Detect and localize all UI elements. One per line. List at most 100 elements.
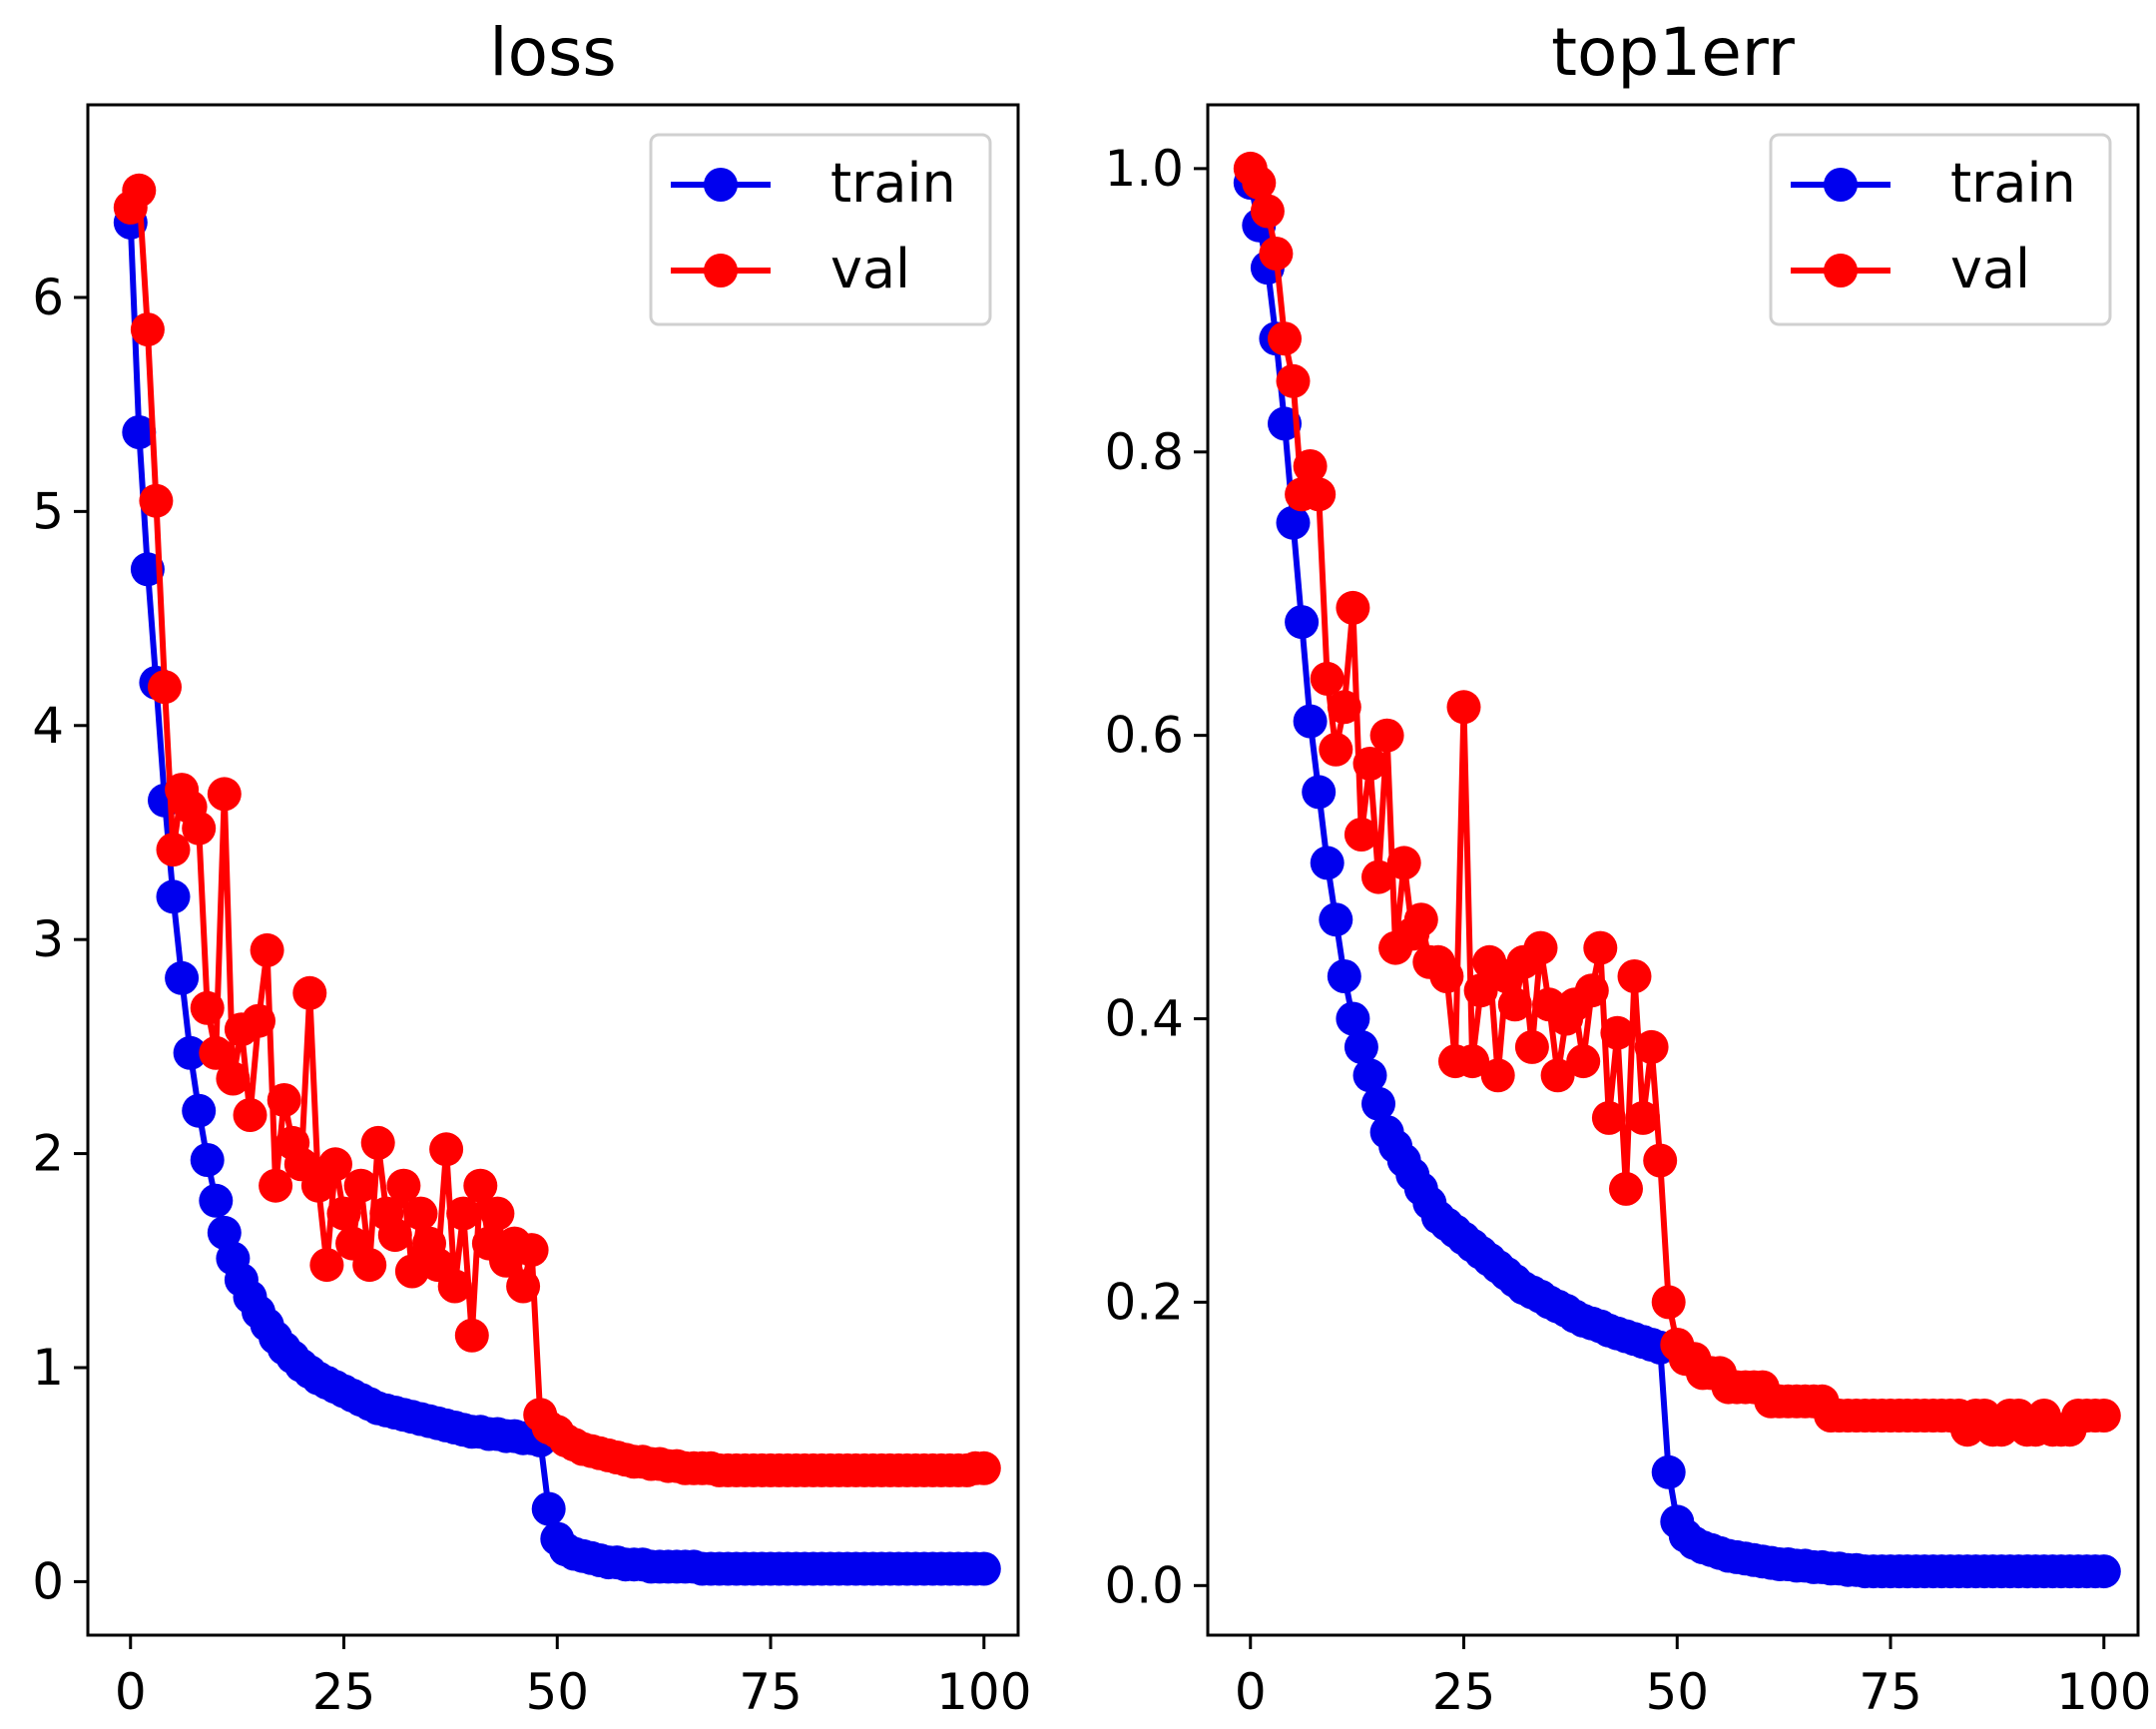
series-train: [1233, 166, 2121, 1589]
data-point-val: [309, 1248, 344, 1283]
plot-area: [113, 173, 1001, 1586]
legend-entry-val: val: [1791, 238, 2030, 300]
data-point-val: [199, 1035, 234, 1070]
x-tick-label: 100: [936, 1663, 1031, 1721]
data-point-val: [1319, 732, 1353, 767]
x-tick-label: 75: [739, 1663, 803, 1721]
legend-label: train: [830, 152, 956, 215]
legend-label: train: [1950, 152, 2076, 215]
data-point-train: [207, 1215, 242, 1250]
data-point-val: [292, 975, 327, 1010]
data-point-val: [1403, 902, 1438, 937]
data-point-val: [1523, 930, 1558, 965]
data-point-val: [2086, 1399, 2121, 1433]
data-point-val: [1651, 1285, 1686, 1320]
legend-marker: [704, 168, 738, 202]
data-point-val: [250, 932, 284, 967]
series-val: [113, 173, 1001, 1487]
legend-entry-train: train: [1791, 152, 2076, 215]
legend-marker: [704, 254, 738, 288]
y-tick-label: 0.4: [1104, 990, 1184, 1048]
data-point-val: [259, 1168, 293, 1203]
loss-panel: loss 0 25 50 75 100 0 1 2 3 4 5 6 train val: [32, 14, 1031, 1721]
data-point-val: [318, 1147, 352, 1182]
x-tick-label: 0: [1235, 1663, 1267, 1721]
data-point-train: [165, 960, 200, 995]
legend-label: val: [1950, 238, 2030, 300]
data-point-val: [1293, 449, 1328, 483]
y-tick-label: 0.8: [1104, 423, 1184, 481]
data-point-val: [446, 1196, 481, 1231]
data-point-val: [1634, 1029, 1669, 1064]
data-point-val: [403, 1196, 438, 1231]
legend-entry-train: train: [671, 152, 956, 215]
legend-marker: [1824, 254, 1858, 288]
y-tick-label: 1.0: [1104, 140, 1184, 198]
y-tick-label: 5: [32, 482, 64, 540]
data-point-val: [1497, 987, 1532, 1022]
data-point-train: [173, 1035, 208, 1070]
data-point-val: [1361, 860, 1395, 894]
series-train: [113, 205, 1001, 1586]
data-point-val: [130, 312, 165, 347]
data-point-train: [531, 1491, 566, 1526]
data-point-val: [1609, 1171, 1643, 1206]
data-point-val: [377, 1218, 412, 1253]
data-point-val: [1336, 590, 1370, 625]
y-tick-label: 1: [32, 1339, 64, 1397]
data-point-val: [1643, 1143, 1678, 1178]
data-point-val: [139, 483, 174, 518]
data-point-train: [182, 1093, 217, 1128]
data-point-train: [1276, 505, 1311, 540]
data-point-val: [506, 1269, 541, 1304]
data-point-val: [122, 173, 157, 208]
y-tick-label: 3: [32, 910, 64, 968]
chart-title: top1err: [1551, 14, 1796, 91]
y-tick-label: 0: [32, 1552, 64, 1610]
data-point-val: [1574, 973, 1609, 1008]
data-point-val: [1626, 1100, 1661, 1135]
data-point-val: [966, 1450, 1001, 1485]
data-point-train: [1327, 959, 1361, 993]
data-point-val: [1600, 1015, 1635, 1050]
data-point-val: [1566, 1044, 1601, 1079]
data-point-val: [386, 1168, 421, 1203]
y-tick-label: 6: [32, 269, 64, 326]
legend-label: val: [830, 238, 910, 300]
x-tick-label: 50: [525, 1663, 589, 1721]
data-point-val: [514, 1233, 549, 1268]
data-point-train: [122, 415, 157, 449]
data-point-val: [1429, 959, 1464, 993]
data-point-train: [190, 1143, 225, 1177]
series-line-val: [128, 187, 984, 1473]
data-point-train: [1361, 1086, 1395, 1121]
legend-entry-val: val: [671, 238, 910, 300]
x-tick-label: 0: [115, 1663, 147, 1721]
data-point-train: [1651, 1454, 1686, 1489]
data-point-val: [1455, 1044, 1490, 1079]
data-point-val: [267, 1083, 301, 1117]
y-tick-label: 0.6: [1104, 707, 1184, 765]
data-point-train: [156, 879, 191, 914]
legend: train val: [1769, 133, 2112, 326]
data-point-train: [2086, 1554, 2121, 1589]
data-point-val: [182, 811, 217, 846]
data-point-val: [1463, 973, 1498, 1008]
data-point-val: [216, 1061, 251, 1096]
data-point-val: [1386, 846, 1421, 880]
data-point-val: [1583, 930, 1618, 965]
data-point-val: [454, 1318, 489, 1353]
series-line-train: [127, 222, 984, 1572]
data-point-train: [199, 1183, 234, 1218]
data-point-train: [1302, 775, 1337, 810]
data-point-val: [437, 1269, 472, 1304]
legend-marker: [1824, 168, 1858, 202]
data-point-train: [1352, 1058, 1387, 1093]
data-point-val: [352, 1248, 387, 1283]
series-val: [1233, 151, 2121, 1447]
data-point-val: [360, 1125, 395, 1160]
chart-title: loss: [489, 14, 617, 91]
data-point-val: [463, 1168, 498, 1203]
data-point-train: [1319, 902, 1353, 937]
